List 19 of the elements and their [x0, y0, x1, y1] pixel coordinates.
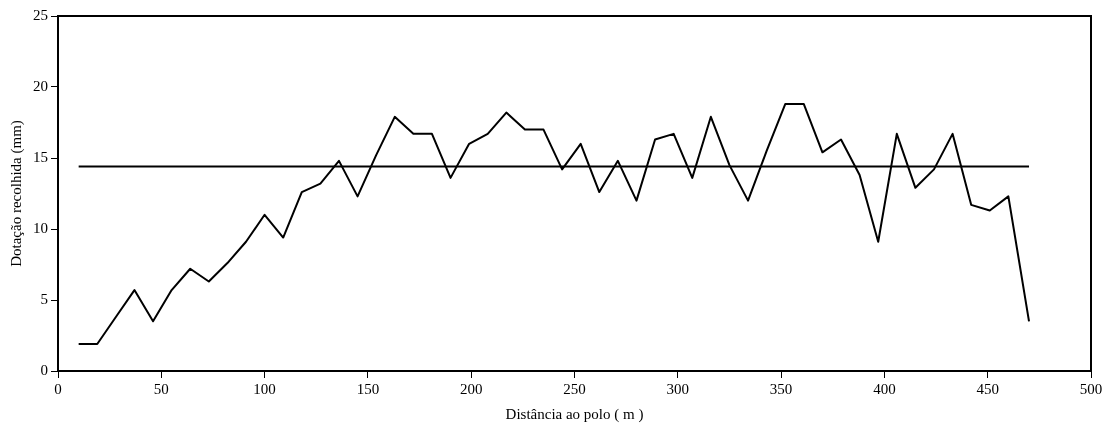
x-tick-label: 300 [666, 380, 690, 397]
x-tick-label: 450 [976, 380, 999, 397]
x-tick-label: 200 [459, 380, 483, 397]
x-tick-label: 500 [1079, 380, 1103, 397]
y-tick-label: 5 [40, 290, 48, 307]
x-tick-label: 350 [769, 380, 793, 397]
y-tick-label: 10 [33, 219, 48, 236]
y-tick-label: 15 [33, 148, 48, 165]
y-tick-label: 0 [40, 361, 48, 378]
y-axis-title: Dotação recolhida (mm) [7, 120, 25, 267]
x-tick-label: 400 [873, 380, 896, 397]
x-axis-title: Distância ao polo ( m ) [505, 405, 644, 423]
x-tick-label: 150 [356, 380, 380, 397]
x-tick-label: 50 [153, 380, 169, 397]
x-tick-label: 100 [253, 380, 276, 397]
x-tick-label: 250 [563, 380, 586, 397]
y-tick-label: 20 [33, 77, 48, 94]
y-tick-label: 25 [33, 6, 48, 23]
x-tick-label: 0 [54, 380, 62, 397]
